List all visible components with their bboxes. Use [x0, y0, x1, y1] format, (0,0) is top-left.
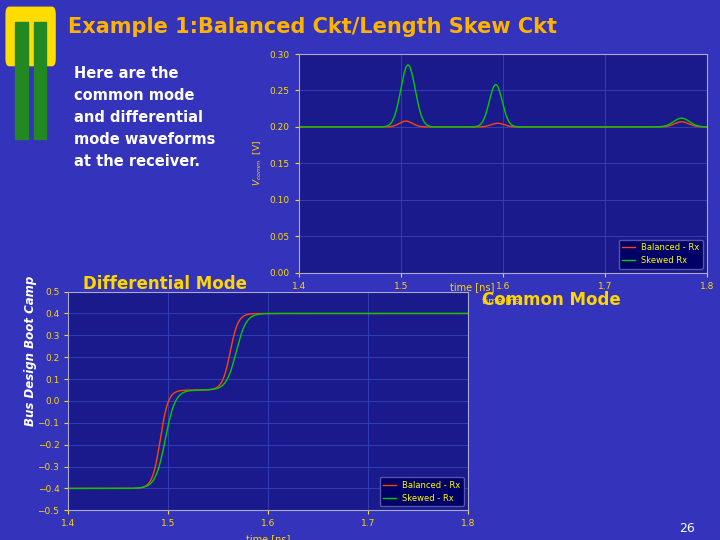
Balanced - Rx: [469, 124, 477, 130]
Balanced - Rx: [109, 485, 118, 491]
Balanced - Rx: [365, 124, 374, 130]
Skewed - Rx: [235, 339, 243, 345]
Skewed Rx: [294, 124, 303, 130]
Skewed - Rx: [217, 383, 226, 389]
Balanced - Rx: [294, 124, 303, 130]
Text: time [ns]: time [ns]: [450, 282, 495, 292]
Skewed Rx: [341, 124, 350, 130]
Skewed Rx: [365, 124, 374, 130]
Text: 26: 26: [679, 522, 695, 535]
Line: Balanced - Rx: Balanced - Rx: [68, 313, 468, 488]
Balanced - Rx: [451, 124, 460, 130]
Balanced - Rx: [217, 379, 226, 386]
Line: Skewed Rx: Skewed Rx: [299, 65, 707, 127]
Skewed Rx: [695, 123, 703, 130]
Bar: [15, 22, 27, 138]
Balanced - Rx: [456, 310, 464, 316]
Balanced - Rx: [413, 310, 421, 316]
Skewed - Rx: [456, 310, 464, 316]
Bar: [34, 22, 46, 138]
Skewed - Rx: [464, 310, 472, 316]
Text: Bus Design Boot Camp: Bus Design Boot Camp: [24, 275, 37, 426]
Skewed Rx: [404, 62, 413, 68]
Balanced - Rx: [464, 310, 472, 316]
Skewed Rx: [451, 124, 460, 130]
Skewed - Rx: [133, 485, 142, 491]
Balanced - Rx: [373, 310, 382, 316]
Skewed Rx: [469, 124, 477, 130]
X-axis label: time [ns]: time [ns]: [246, 534, 290, 540]
Legend: Balanced - Rx, Skewed Rx: Balanced - Rx, Skewed Rx: [618, 240, 703, 268]
Legend: Balanced - Rx, Skewed - Rx: Balanced - Rx, Skewed - Rx: [379, 477, 464, 506]
Balanced - Rx: [133, 485, 142, 491]
Balanced - Rx: [341, 124, 350, 130]
Skewed - Rx: [109, 485, 118, 491]
Skewed - Rx: [413, 310, 421, 316]
Skewed - Rx: [64, 485, 73, 491]
Line: Skewed - Rx: Skewed - Rx: [68, 313, 468, 488]
Skewed Rx: [703, 124, 711, 130]
Text: Differential Mode: Differential Mode: [83, 275, 247, 293]
Balanced - Rx: [402, 118, 410, 124]
Balanced - Rx: [703, 124, 711, 130]
Balanced - Rx: [651, 124, 660, 130]
Y-axis label: $V_{comm}$  [V]: $V_{comm}$ [V]: [251, 140, 264, 186]
Text: Example 1:Balanced Ckt/Length Skew Ckt: Example 1:Balanced Ckt/Length Skew Ckt: [68, 17, 557, 37]
Balanced - Rx: [235, 318, 243, 325]
X-axis label: time [ns]: time [ns]: [482, 296, 523, 305]
Line: Balanced - Rx: Balanced - Rx: [299, 121, 707, 127]
Balanced - Rx: [695, 124, 703, 130]
Skewed Rx: [651, 124, 660, 130]
Text: Here are the
common mode
and differential
mode waveforms
at the receiver.: Here are the common mode and differentia…: [74, 66, 215, 170]
Text: Common Mode: Common Mode: [482, 291, 621, 309]
Skewed - Rx: [415, 310, 424, 316]
Balanced - Rx: [64, 485, 73, 491]
FancyBboxPatch shape: [6, 7, 55, 65]
